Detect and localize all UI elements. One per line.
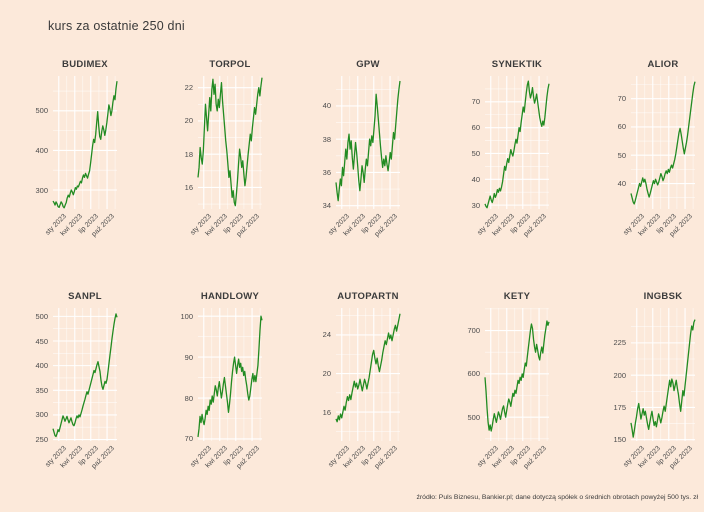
y-tick-label: 70 [471,97,480,107]
facet-ingbsk: INGBSK 150 175 200 225 sty 2023 kwi 2023 lip 20… [598,290,704,488]
y-tick-label: 500 [35,311,48,321]
y-tick-label: 300 [35,185,48,195]
page-title: kurs za ostatnie 250 dni [48,19,185,33]
price-line [197,77,263,207]
y-tick-label: 70 [617,94,626,104]
y-tick-label: 40 [471,174,480,184]
facet-gpw: GPW 34 36 38 40 sty 2023 kwi 2023 lip 2023 paź 2… [303,58,444,256]
facet-sanpl: SANPL 250 300 350 400 450 500 sty 2023 kwi 2023 l… [20,290,161,488]
facet-title: INGBSK [643,291,683,302]
y-tick-label: 40 [617,179,626,189]
y-tick-label: 24 [322,330,331,340]
y-tick-label: 500 [35,106,48,116]
chart-canvas [335,76,401,209]
y-tick-label: 50 [471,148,480,158]
facet-alior: ALIOR 40 50 60 70 sty 2023 kwi 2023 lip 2023 paź… [598,58,704,256]
chart-canvas [52,76,118,209]
facet-title: BUDIMEX [62,59,108,70]
y-tick-label: 22 [184,83,193,93]
facet-title: TORPOL [209,59,251,70]
facet-synektik: SYNEKTIK 30 40 50 60 70 sty 2023 kwi 2023 lip 20… [452,58,593,256]
price-line [52,81,118,209]
price-line [335,313,401,423]
y-tick-label: 60 [471,123,480,133]
price-line [630,319,696,438]
facet-title: AUTOPARTN [337,291,399,302]
y-tick-label: 30 [471,200,480,210]
facet-title: ALIOR [647,59,679,70]
y-tick-label: 40 [322,101,331,111]
y-tick-label: 20 [322,369,331,379]
y-tick-label: 300 [35,410,48,420]
chart-canvas [630,308,696,441]
y-tick-label: 18 [184,149,193,159]
chart-canvas [335,308,401,441]
y-tick-label: 700 [467,326,480,336]
y-tick-label: 350 [35,385,48,395]
y-tick-label: 100 [180,311,193,321]
y-tick-label: 70 [184,434,193,444]
facet-kety: KETY 500 600 700 sty 2023 kwi 2023 lip 2023 paź… [452,290,593,488]
y-tick-label: 200 [613,370,626,380]
chart-canvas [484,76,550,209]
chart-canvas [484,308,550,441]
facet-budimex: BUDIMEX 300 400 500 sty 2023 kwi 2023 lip 2023… [20,58,161,256]
y-tick-label: 34 [322,201,331,211]
chart-canvas [197,308,263,441]
facet-title: SYNEKTIK [491,59,543,70]
chart-canvas [52,308,118,441]
facet-handlowy: HANDLOWY 70 80 90 100 sty 2023 kwi 2023 lip 202… [165,290,306,488]
facet-title: SANPL [68,291,102,302]
facet-torpol: TORPOL 16 18 20 22 sty 2023 kwi 2023 lip 2023 pa… [165,58,306,256]
y-tick-label: 20 [184,116,193,126]
facet-autopartn: AUTOPARTN 16 20 24 sty 2023 kwi 2023 lip 2023 p… [303,290,444,488]
y-tick-label: 450 [35,336,48,346]
y-tick-label: 150 [613,435,626,445]
y-tick-label: 225 [613,338,626,348]
y-tick-label: 400 [35,145,48,155]
facet-title: KETY [503,291,531,302]
y-tick-label: 90 [184,352,193,362]
y-tick-label: 36 [322,167,331,177]
price-line [484,320,550,432]
y-tick-label: 50 [617,150,626,160]
y-tick-label: 175 [613,402,626,412]
y-tick-label: 38 [322,134,331,144]
source-footnote: źródło: Puls Biznesu, Bankier.pl; dane d… [416,494,698,501]
y-tick-label: 80 [184,393,193,403]
y-tick-label: 60 [617,122,626,132]
price-line [197,315,263,437]
y-tick-label: 600 [467,369,480,379]
y-tick-label: 16 [322,407,331,417]
y-tick-label: 16 [184,182,193,192]
y-tick-label: 500 [467,412,480,422]
facet-title: HANDLOWY [200,291,260,302]
chart-canvas [630,76,696,209]
price-line [335,80,401,202]
y-tick-label: 250 [35,435,48,445]
chart-canvas [197,76,263,209]
facet-title: GPW [356,59,380,70]
price-line [484,80,550,209]
price-line [630,81,696,205]
y-tick-label: 400 [35,361,48,371]
price-line [52,313,118,438]
